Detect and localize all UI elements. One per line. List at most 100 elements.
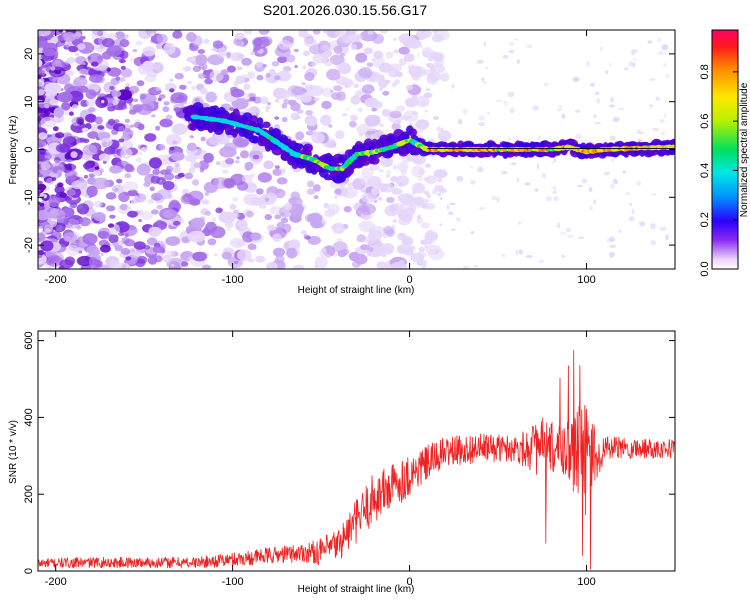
spectrogram-noise-blob: [425, 175, 437, 185]
spectrogram-noise-blob: [120, 65, 126, 70]
spectrogram-noise-blob: [588, 186, 593, 193]
spectrogram-noise-blob: [192, 251, 208, 262]
spectrogram-noise-blob: [204, 210, 212, 216]
spectrogram-noise-blob: [426, 193, 431, 199]
spectrogram-noise-blob: [77, 118, 85, 125]
spectrogram-noise-blob: [293, 48, 299, 53]
spectrogram-noise-blob: [337, 62, 351, 75]
spectrogram-noise-blob: [305, 110, 313, 116]
spectrogram-noise-blob: [38, 148, 46, 155]
spectrogram-noise-blob: [38, 59, 43, 67]
spectrogram-noise-blob: [392, 37, 397, 41]
spectrogram-noise-blob: [186, 56, 196, 63]
spectrogram-noise-blob: [267, 102, 271, 106]
spectrogram-noise-blob: [397, 243, 411, 254]
spectrogram-noise-blob: [637, 131, 644, 135]
spectrogram-noise-blob: [609, 236, 616, 242]
spectrogram-noise-blob: [361, 167, 374, 178]
spectrogram-noise-blob: [138, 151, 143, 156]
spectrogram-noise-blob: [280, 89, 292, 99]
spectrogram-noise-blob: [169, 78, 174, 82]
spectrogram-noise-blob: [58, 30, 63, 33]
snr-ytick-label: 400: [23, 408, 35, 426]
spectrogram-noise-blob: [218, 211, 237, 224]
spectrogram-noise-blob: [235, 97, 248, 110]
spectrogram-noise-blob: [272, 233, 282, 243]
spectrogram-noise-blob: [40, 240, 54, 252]
spectrogram-noise-blob: [154, 255, 163, 263]
spectrogram-noise-blob: [91, 61, 99, 67]
spectrogram-noise-blob: [87, 107, 96, 113]
spectrogram-noise-blob: [592, 199, 597, 205]
spectrogram-noise-blob: [392, 219, 397, 223]
spectrogram-noise-blob: [64, 169, 78, 181]
spectrogram-noise-blob: [429, 66, 434, 69]
spectrogram-noise-blob: [256, 74, 264, 81]
spectrogram-noise-blob: [59, 192, 67, 198]
spectrogram-noise-blob: [38, 132, 48, 140]
spectrogram-noise-blob: [247, 243, 257, 250]
spectrogram-noise-blob: [184, 172, 194, 180]
spectrogram-noise-blob: [463, 265, 469, 269]
spectrogram-noise-blob: [188, 256, 194, 261]
spectrogram-noise-blob: [55, 132, 65, 139]
spectrogram-noise-blob: [394, 119, 402, 125]
spectrogram-noise-blob: [537, 163, 540, 170]
spectrogram-noise-blob: [85, 113, 97, 123]
spectrogram-noise-blob: [129, 247, 136, 252]
spectrogram-noise-blob: [165, 236, 181, 246]
spectrogram-noise-blob: [76, 43, 86, 50]
spectrogram-noise-blob: [281, 103, 288, 109]
spectrogram-noise-blob: [305, 130, 314, 136]
spectrogram-noise-blob: [283, 98, 290, 105]
spectrogram-noise-blob: [409, 241, 412, 246]
spectrogram-noise-blob: [541, 172, 546, 179]
spectrogram-noise-blob: [391, 122, 401, 131]
spectrogram-noise-blob: [69, 111, 74, 116]
spectrogram-noise-blob: [79, 155, 83, 159]
spectrogram-noise-blob: [107, 32, 117, 40]
spectrogram-noise-blob: [170, 263, 175, 267]
spectrogram-noise-blob: [156, 205, 163, 210]
spectrogram-noise-blob: [215, 207, 223, 214]
spectrogram-noise-blob: [148, 157, 162, 169]
spectrogram-noise-blob: [229, 107, 235, 112]
spectrogram-noise-blob: [439, 72, 450, 82]
spectrogram-ridge-halo: [256, 117, 264, 125]
spectrogram-noise-blob: [604, 171, 610, 176]
spectrogram-noise-blob: [111, 90, 122, 98]
spectrogram-noise-blob: [147, 198, 155, 205]
spectrogram-ytick-label: 20: [23, 48, 35, 60]
spectrogram-noise-blob: [249, 96, 257, 102]
spectrogram-noise-blob: [586, 60, 590, 67]
spectrogram-noise-blob: [341, 113, 348, 117]
spectrogram-noise-blob: [290, 191, 301, 201]
spectrogram-noise-blob: [48, 196, 61, 208]
spectrogram-noise-blob: [412, 190, 416, 195]
spectrogram-noise-blob: [269, 69, 276, 74]
spectrogram-noise-blob: [105, 192, 117, 200]
spectrogram-noise-blob: [551, 161, 555, 164]
spectrogram-noise-blob: [227, 228, 231, 232]
spectrogram-noise-blob: [94, 166, 100, 170]
spectrogram-noise-blob: [192, 65, 201, 73]
spectrogram-noise-blob: [177, 172, 185, 178]
spectrogram-noise-blob: [651, 193, 657, 196]
spectrogram-noise-blob: [411, 182, 426, 194]
spectrogram-noise-blob: [274, 116, 280, 120]
spectrogram-noise-blob: [213, 253, 218, 257]
spectrogram-noise-blob: [205, 91, 217, 103]
spectrogram-noise-blob: [122, 181, 139, 191]
spectrogram-noise-blob: [223, 178, 235, 188]
spectrogram-x-label: Height of straight line (km): [298, 285, 415, 296]
spectrogram-noise-blob: [237, 221, 248, 228]
spectrogram-noise-blob: [424, 110, 429, 113]
spectrogram-noise-blob: [343, 206, 352, 213]
spectrogram-noise-blob: [397, 245, 401, 249]
spectrogram-noise-blob: [357, 107, 363, 112]
spectrogram-noise-blob: [244, 161, 254, 171]
spectrogram-noise-blob: [212, 40, 224, 49]
spectrogram-y-label: Frequency (Hz): [8, 116, 19, 185]
spectrogram-noise-blob: [285, 54, 296, 63]
